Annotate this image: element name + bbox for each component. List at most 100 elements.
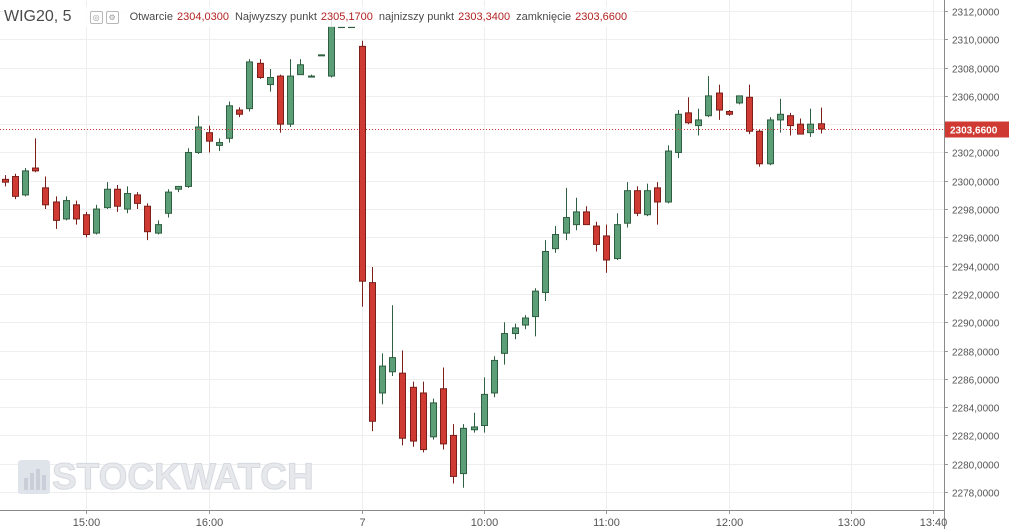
candle[interactable] [471, 412, 478, 433]
candle[interactable] [532, 288, 539, 337]
candle[interactable] [195, 115, 202, 154]
candle[interactable] [134, 192, 141, 210]
candle-body [134, 194, 141, 204]
candle[interactable] [83, 211, 90, 238]
candle[interactable] [777, 98, 784, 133]
open-value: 2304,0300 [176, 11, 229, 23]
candle-body [450, 434, 457, 477]
candle[interactable] [53, 196, 60, 229]
candle[interactable] [155, 220, 162, 235]
candle[interactable] [379, 353, 386, 405]
candle-body [593, 225, 600, 245]
candle[interactable] [522, 315, 529, 330]
y-tick-label: 2306,0000 [952, 93, 1000, 104]
candle[interactable] [481, 377, 488, 433]
candle[interactable] [685, 97, 692, 125]
candle[interactable] [644, 183, 651, 217]
candle[interactable] [287, 59, 294, 128]
candle-body [165, 191, 172, 214]
candle[interactable] [185, 148, 192, 188]
candle-body [83, 214, 90, 236]
candle[interactable] [297, 59, 304, 76]
candle[interactable] [542, 240, 549, 302]
candle[interactable] [756, 129, 763, 167]
candle[interactable] [736, 95, 743, 105]
candle[interactable] [369, 267, 376, 432]
candle-body [767, 119, 774, 165]
candle[interactable] [552, 226, 559, 253]
candle[interactable] [93, 204, 100, 235]
candle[interactable] [450, 424, 457, 484]
settings-icon[interactable]: ⚙ [105, 10, 119, 24]
candle[interactable] [63, 196, 70, 221]
candle[interactable] [491, 356, 498, 398]
candle[interactable] [787, 112, 794, 136]
candle[interactable] [22, 168, 29, 197]
candle[interactable] [440, 367, 447, 450]
candle[interactable] [603, 224, 610, 273]
candle[interactable] [246, 59, 253, 112]
candle[interactable] [634, 186, 641, 217]
candle[interactable] [593, 221, 600, 252]
symbol-title[interactable]: WIG20, 5 [4, 8, 72, 25]
candle[interactable] [165, 189, 172, 218]
visibility-icon[interactable]: ◎ [89, 10, 103, 24]
candle[interactable] [501, 322, 508, 365]
candle[interactable] [583, 206, 590, 226]
candle[interactable] [216, 138, 223, 152]
y-tick-label: 2284,0000 [952, 404, 1000, 415]
candle[interactable] [818, 107, 825, 134]
candle[interactable] [267, 69, 274, 92]
stockwatch-logo-icon [18, 460, 50, 494]
candle[interactable] [675, 110, 682, 159]
candle[interactable] [665, 145, 672, 204]
candle-body [705, 95, 712, 117]
candle[interactable] [2, 175, 9, 187]
candle[interactable] [705, 76, 712, 118]
candle[interactable] [389, 305, 396, 376]
candle[interactable] [308, 74, 315, 78]
candle[interactable] [399, 350, 406, 446]
candle[interactable] [114, 185, 121, 212]
candle[interactable] [573, 197, 580, 231]
candle[interactable] [614, 213, 621, 260]
candle[interactable] [359, 40, 366, 307]
candle[interactable] [420, 381, 427, 453]
candle[interactable] [42, 176, 49, 210]
candle[interactable] [512, 323, 519, 340]
candle[interactable] [624, 182, 631, 228]
candle[interactable] [144, 203, 151, 241]
candle[interactable] [807, 108, 814, 137]
candle[interactable] [563, 187, 570, 241]
candle[interactable] [716, 84, 723, 120]
low-value: 2303,3400 [458, 11, 511, 23]
candle[interactable] [206, 125, 213, 153]
candle[interactable] [12, 173, 19, 200]
candle[interactable] [726, 110, 733, 116]
candle-body [389, 357, 396, 373]
chart-header: WIG20, 5 ◎ ⚙ Otwarcie 2304,0300 Najwyzsz… [4, 7, 634, 27]
candle[interactable] [73, 200, 80, 225]
candle[interactable] [236, 107, 243, 118]
candle[interactable] [104, 182, 111, 210]
candle[interactable] [318, 54, 325, 57]
candle[interactable] [277, 74, 284, 133]
candle-body [53, 201, 60, 221]
y-tick-label: 2294,0000 [952, 263, 1000, 274]
candle[interactable] [175, 185, 182, 193]
candle[interactable] [460, 424, 467, 488]
candle[interactable] [124, 186, 131, 214]
close-value: 2303,6600 [575, 11, 628, 23]
candle[interactable] [767, 117, 774, 166]
candle[interactable] [32, 138, 39, 173]
candle[interactable] [430, 398, 437, 440]
candle[interactable] [695, 108, 702, 136]
candle[interactable] [410, 381, 417, 447]
candle[interactable] [257, 59, 264, 79]
candle[interactable] [797, 118, 804, 135]
candle[interactable] [654, 182, 661, 225]
candle-body [379, 365, 386, 394]
candle[interactable] [226, 101, 233, 143]
candle[interactable] [746, 84, 753, 135]
candle-body [175, 185, 182, 190]
